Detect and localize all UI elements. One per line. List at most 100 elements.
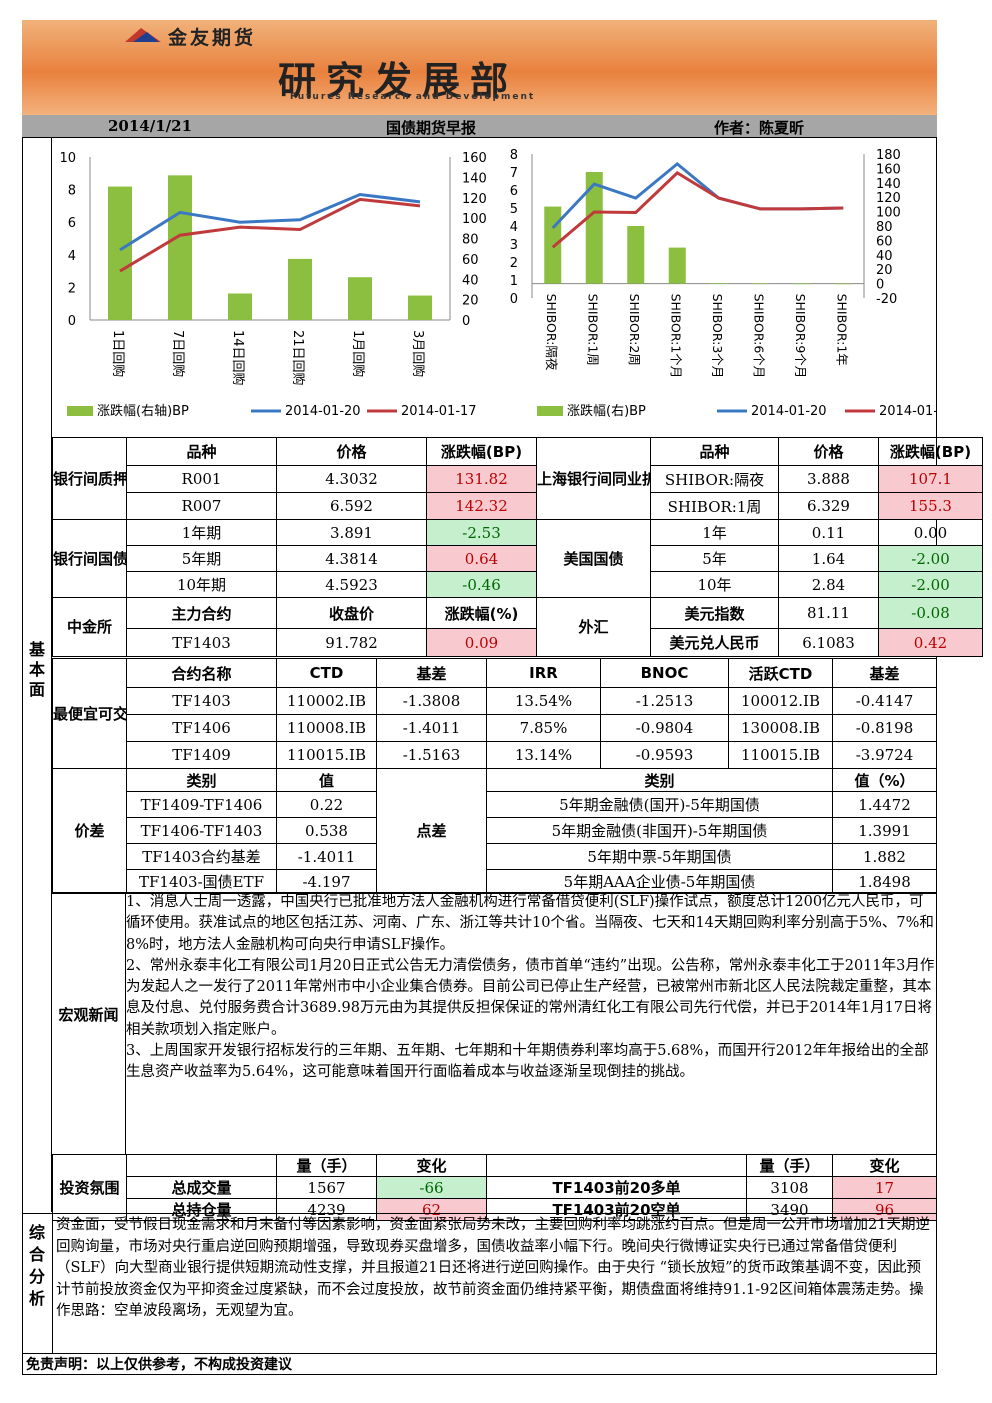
y-tick-right: 0 [462, 314, 470, 329]
point-name: 5年期金融债(非国开)-5年期国债 [486, 817, 833, 844]
section-label-basic: 基本面 [28, 640, 45, 699]
bar [168, 175, 192, 320]
x-tick-label: 21日回购 [290, 330, 306, 386]
bond-change: 0.64 [426, 545, 537, 572]
ctd-table: 最便宜可交割券 合约名称 CTD 基差 IRR BNOC 活跃CTD 基差 TF… [52, 658, 937, 769]
ctd-header: 基差 [376, 658, 487, 688]
ctd-cell: TF1403 [126, 687, 277, 715]
report-author: 作者：陈夏昕 [714, 119, 805, 137]
y-tick-right: 80 [876, 220, 893, 235]
cffex-change: 0.09 [426, 628, 537, 657]
x-tick-text: SHIBOR:隔夜 [544, 294, 559, 371]
y-tick-right: 120 [462, 192, 487, 207]
section-label-news: 宏观新闻 [58, 1006, 119, 1024]
point-value: 1.8498 [832, 869, 937, 894]
y-tick-right: 100 [876, 206, 901, 221]
legend-swatch [67, 406, 93, 416]
ust-name: 10年 [650, 571, 779, 598]
section-label-cffex: 中金所 [52, 597, 127, 657]
bar [793, 283, 811, 285]
y-tick-left: 10 [59, 151, 76, 166]
line-series-0117 [119, 197, 421, 273]
bar [544, 206, 562, 284]
ust-price: 0.11 [778, 519, 879, 546]
bar [585, 172, 603, 284]
fx-change: -0.08 [878, 597, 983, 629]
y-tick-right: 0 [876, 278, 884, 293]
bond-price: 4.3814 [276, 545, 427, 572]
repo-header-price: 价格 [276, 437, 427, 466]
ctd-cell: 130008.IB [728, 714, 833, 742]
bond-change: -2.53 [426, 519, 537, 546]
ctd-header: 活跃CTD [728, 658, 833, 688]
x-tick-label: 1月回购 [350, 330, 366, 377]
x-tick-text: SHIBOR:2周 [627, 294, 642, 366]
legend-entry: 2014-01-17 [401, 404, 477, 419]
sentiment-change: 96 [832, 1198, 937, 1221]
cffex-header-change: 涨跌幅(%) [426, 597, 537, 629]
x-tick-label: 3月回购 [410, 330, 426, 377]
bond-price: 3.891 [276, 519, 427, 546]
disclaimer-rule [22, 1353, 937, 1354]
y-tick-right: 60 [462, 253, 479, 268]
x-tick-label: SHIBOR:2周 [627, 294, 642, 366]
basic-column [22, 137, 52, 1212]
x-tick-text: 21日回购 [290, 330, 306, 386]
ust-name: 5年 [650, 545, 779, 572]
report-date: 2014/1/21 [108, 117, 193, 135]
section-label-spread: 价差 [52, 768, 127, 894]
point-name: 5年期金融债(国开)-5年期国债 [486, 791, 833, 818]
sentiment-header-qty: 量（手） [746, 1154, 833, 1177]
y-tick-left: 6 [510, 184, 518, 199]
spread-value: 0.538 [276, 817, 377, 844]
line-series-0120 [119, 192, 421, 252]
sentiment-header-qty: 量（手） [276, 1154, 377, 1177]
y-tick-right: 20 [876, 263, 893, 278]
x-tick-text: 14日回购 [230, 330, 246, 386]
y-tick-right: 20 [462, 294, 479, 309]
sentiment-change: 62 [376, 1198, 487, 1221]
ctd-cell: 110002.IB [276, 687, 377, 715]
ctd-cell: 110008.IB [276, 714, 377, 742]
point-header-value: 值（%） [832, 768, 937, 792]
x-tick-label: SHIBOR:1周 [585, 294, 600, 366]
section-label-ctd: 最便宜可交割券 [52, 658, 127, 769]
legend-entry: 2014-01-20 [751, 404, 827, 419]
summary-label-text: 综合分析 [28, 1223, 45, 1308]
y-tick-left: 7 [510, 166, 518, 181]
cffex-contract: TF1403 [126, 628, 277, 657]
bond-name: 10年期 [126, 571, 277, 598]
bar [710, 283, 728, 284]
ctd-cell: -0.8198 [832, 714, 937, 742]
cffex-header-close: 收盘价 [276, 597, 427, 629]
spread-value: -4.197 [276, 869, 377, 894]
sentiment-qty: 3108 [746, 1176, 833, 1199]
bond-name: 1年期 [126, 519, 277, 546]
sentiment-name: TF1403前20多单 [486, 1176, 747, 1199]
x-tick-text: 7日回购 [170, 330, 186, 377]
sentiment-change: 17 [832, 1176, 937, 1199]
x-tick-label: SHIBOR:6个月 [751, 294, 766, 379]
y-tick-left: 8 [68, 184, 76, 199]
y-tick-left: 2 [510, 256, 518, 271]
repo-name: R007 [126, 492, 277, 520]
y-tick-left: 2 [68, 281, 76, 296]
disclaimer: 免责声明：以上仅供参考，不构成投资建议 [26, 1357, 292, 1373]
ust-change: 0.00 [878, 519, 983, 546]
repo-header-change: 涨跌幅(BP) [426, 437, 537, 466]
report-title: 国债期货早报 [386, 119, 477, 137]
x-tick-label: SHIBOR:3个月 [710, 294, 725, 379]
ctd-header: CTD [276, 658, 377, 688]
spread-header-value: 值 [276, 768, 377, 792]
spread-header-name: 类别 [126, 768, 277, 792]
shibor-price: 6.329 [778, 492, 879, 520]
section-label-us-treasury: 美国国债 [536, 519, 651, 598]
x-tick-text: 1月回购 [350, 330, 366, 377]
bond-name: 5年期 [126, 545, 277, 572]
legend-entry: 2014-01-20 [285, 404, 361, 419]
section-label-summary: 综合分析 [22, 1222, 52, 1310]
x-tick-text: 1日回购 [110, 330, 126, 377]
spread-value: 0.22 [276, 791, 377, 818]
report-frame [22, 137, 937, 1375]
